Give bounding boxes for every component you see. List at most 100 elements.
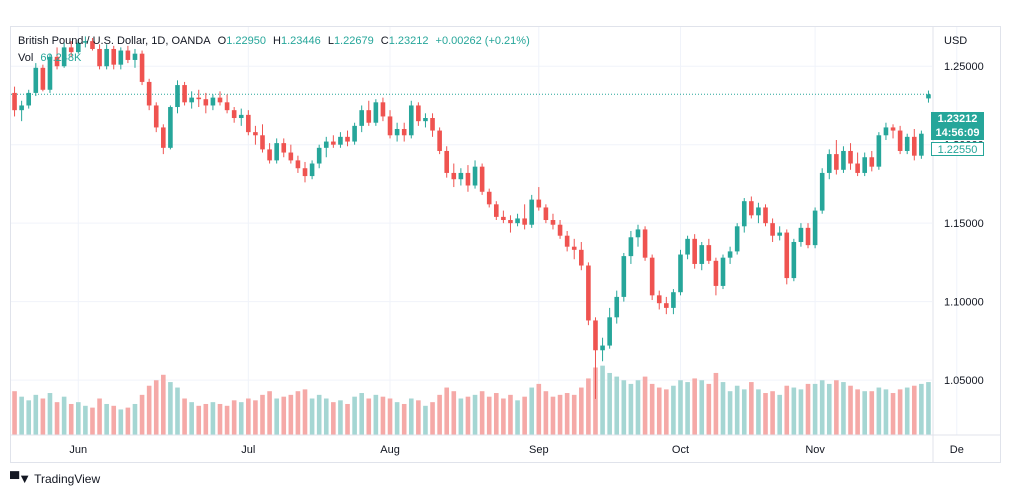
volume-bar: [678, 380, 683, 435]
volume-bar: [508, 394, 513, 435]
tradingview-logo-icon[interactable]: ▀▼: [10, 471, 31, 486]
volume-bar: [479, 391, 485, 435]
candle-body: [203, 99, 209, 106]
y-tick-label: 1.25000: [944, 61, 984, 73]
volume-bar: [628, 383, 634, 435]
volume-bar: [146, 385, 152, 435]
volume-bar: [819, 380, 825, 435]
candle-body: [734, 226, 740, 252]
volume-bar: [734, 385, 740, 435]
y-tick-label: 1.05000: [944, 375, 984, 387]
candle-body: [104, 48, 109, 67]
candle-body: [720, 257, 726, 286]
candle-body: [515, 218, 520, 224]
volume-bar: [756, 389, 761, 435]
candle-body: [649, 257, 655, 296]
candle-body: [486, 191, 492, 205]
volume-bar: [685, 382, 690, 435]
volume-bar: [111, 405, 117, 435]
candle-body: [635, 229, 641, 238]
candle-body: [345, 136, 350, 142]
symbol-title[interactable]: British Pound / U.S. Dollar, 1D, OANDA: [18, 35, 211, 47]
candle-body: [54, 56, 60, 67]
candle-body: [246, 114, 251, 133]
candle-body: [352, 125, 357, 142]
volume-bar: [834, 380, 839, 435]
candle-body: [416, 105, 421, 122]
candle-body: [323, 141, 329, 148]
volume-bar: [763, 393, 768, 435]
candle-body: [288, 152, 294, 161]
volume-bar: [196, 405, 202, 435]
ohlc-legend: British Pound / U.S. Dollar, 1D, OANDA O…: [18, 35, 534, 47]
volume-bar: [238, 402, 244, 435]
volume-bar: [12, 391, 17, 435]
candle-body: [97, 48, 102, 67]
brand-name[interactable]: TradingView: [34, 471, 101, 486]
volume-label[interactable]: Vol: [18, 52, 34, 64]
volume-bar: [267, 391, 272, 435]
volume-bar: [855, 389, 860, 435]
volume-bar: [621, 380, 627, 435]
volume-bar: [869, 391, 875, 435]
volume-value: 60.248K: [40, 52, 82, 64]
candle-body: [189, 97, 194, 103]
volume-bar: [352, 396, 357, 435]
volume-bar: [125, 407, 131, 435]
candle-body: [267, 149, 272, 161]
volume-bar: [890, 393, 896, 435]
volume-bar: [550, 396, 556, 435]
volume-bar: [47, 393, 53, 435]
volume-bar: [168, 382, 173, 435]
candle-body: [756, 207, 761, 216]
volume-bar: [564, 393, 570, 435]
volume-bar: [770, 391, 775, 435]
x-tick-label: Jul: [241, 444, 255, 456]
candle-body: [394, 129, 400, 136]
candle-body: [338, 136, 343, 145]
volume-bar: [203, 403, 209, 435]
currency-label[interactable]: USD: [944, 35, 968, 47]
volume-bar: [19, 396, 24, 435]
candle-body: [919, 133, 924, 156]
volume-bar: [493, 393, 499, 435]
candle-body: [253, 132, 258, 136]
volume-bar: [501, 398, 506, 435]
volume-bar: [600, 365, 605, 435]
candle-body: [217, 97, 223, 103]
high-label: H: [273, 35, 281, 47]
candle-body: [805, 227, 811, 246]
volume-bar: [862, 391, 867, 435]
volume-bar: [656, 387, 662, 435]
candle-body: [373, 102, 379, 123]
volume-bar: [607, 372, 612, 435]
candle-body: [564, 235, 570, 247]
candle-body: [904, 136, 910, 151]
volume-bar: [423, 405, 428, 435]
volume-bar: [323, 398, 329, 435]
volume-bar: [664, 389, 669, 435]
candle-body: [331, 141, 336, 145]
candle-body: [132, 53, 138, 60]
candle-body: [118, 50, 124, 65]
candle-body: [90, 41, 95, 49]
volume-bar: [217, 403, 223, 435]
low-value: 1.22679: [333, 35, 374, 47]
candle-body: [139, 53, 145, 82]
candle-body: [472, 166, 478, 186]
secondary-price-label: 1.22550: [931, 142, 984, 156]
chart-frame: [10, 26, 1001, 463]
volume-bar: [465, 396, 471, 435]
volume-bars: [12, 365, 931, 435]
candle-body: [196, 97, 202, 100]
candle-body: [593, 320, 598, 351]
candle-body: [841, 150, 846, 170]
volume-bar: [805, 383, 811, 435]
volume-bar: [118, 409, 124, 435]
candle-body: [387, 116, 393, 136]
candle-body: [749, 201, 754, 216]
candle-body: [600, 345, 605, 351]
volume-bar: [642, 376, 648, 435]
candle-body: [699, 245, 705, 264]
